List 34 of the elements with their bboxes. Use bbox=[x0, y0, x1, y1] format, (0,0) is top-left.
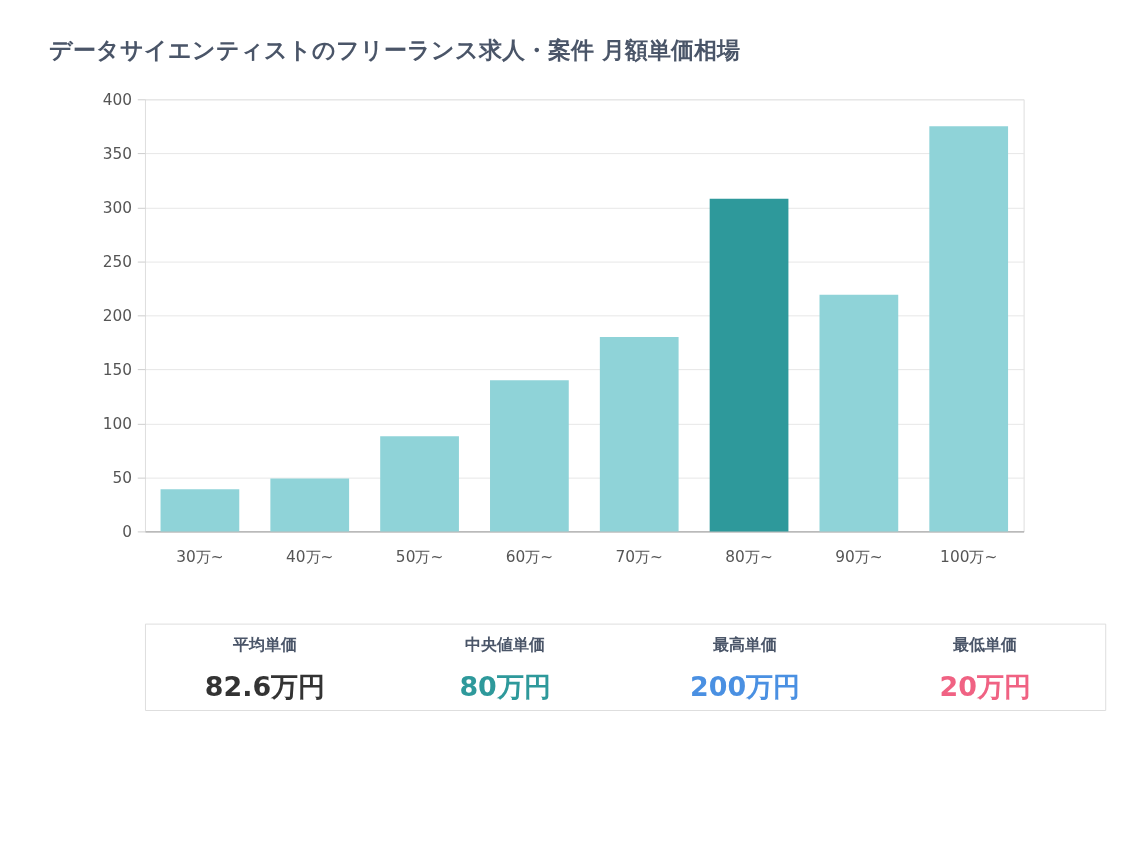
bar bbox=[709, 198, 789, 532]
x-tick-label: 60万~ bbox=[505, 547, 554, 566]
x-tick-label: 50万~ bbox=[395, 547, 444, 566]
bar bbox=[929, 126, 1009, 532]
x-tick-label: 70万~ bbox=[615, 547, 663, 566]
x-tick-label: 80万~ bbox=[725, 547, 773, 566]
bar bbox=[380, 436, 459, 532]
y-tick-label: 350 bbox=[102, 144, 133, 163]
text: 200万円 bbox=[690, 671, 801, 703]
bar bbox=[270, 478, 350, 532]
text: 最低単価 bbox=[952, 635, 1018, 655]
y-tick-label: 100 bbox=[102, 414, 133, 433]
text: 最高単価 bbox=[712, 635, 778, 655]
x-tick-label: 40万~ bbox=[286, 547, 334, 566]
y-tick-label: 150 bbox=[102, 360, 133, 379]
bar bbox=[599, 336, 679, 532]
text: 80万円 bbox=[459, 671, 551, 703]
text: 82.6万円 bbox=[204, 671, 326, 703]
bar bbox=[819, 294, 899, 532]
y-tick-label: 200 bbox=[102, 306, 133, 325]
x-tick-label: 90万~ bbox=[835, 547, 883, 566]
y-tick-label: 400 bbox=[102, 90, 133, 109]
y-tick-label: 250 bbox=[102, 252, 133, 271]
y-tick-label: 300 bbox=[102, 198, 133, 217]
y-tick-label: 50 bbox=[112, 468, 133, 487]
chart-title: データサイエンティストのフリーランス求人・案件 月額単価相場 bbox=[49, 37, 741, 64]
text: 平均単価 bbox=[232, 635, 298, 655]
bar bbox=[490, 380, 569, 532]
x-tick-label: 30万~ bbox=[176, 547, 224, 566]
bar bbox=[160, 489, 240, 532]
y-tick-label: 0 bbox=[122, 522, 133, 541]
text: 中央値単価 bbox=[465, 635, 546, 655]
x-tick-label: 100万~ bbox=[940, 547, 998, 566]
text: 20万円 bbox=[939, 671, 1031, 703]
